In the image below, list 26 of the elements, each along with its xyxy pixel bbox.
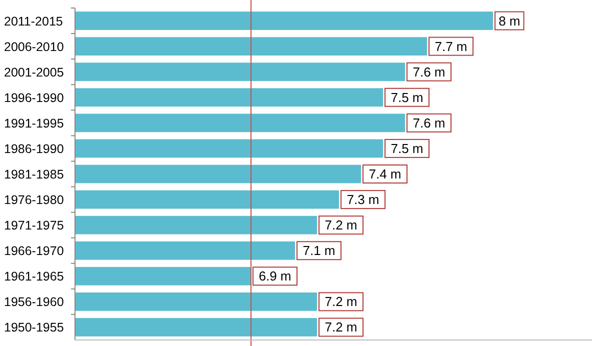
y-tick-label: 1986-1990 [4,142,64,156]
data-label: 7.6 m [412,115,446,130]
y-tick-label: 2006-2010 [4,40,64,54]
data-label: 7.3 m [346,192,380,208]
y-tick-label: 1961-1965 [4,270,64,284]
data-label: 7.4 m [368,166,402,182]
y-tick-label: 2011-2015 [4,14,63,28]
y-tick-label: 1966-1970 [4,244,64,258]
data-label: 7.2 m [324,218,358,233]
y-tick-label: 1981-1985 [4,168,64,182]
data-label: 7.5 m [390,140,424,156]
y-tick-label: 1991-1995 [4,116,64,130]
y-tick-label: 1950-1955 [4,320,64,335]
data-label: 7.1 m [302,243,336,258]
data-label: 8 m [498,13,520,28]
y-tick-label: 1976-1980 [4,193,64,208]
data-label: 7.2 m [324,320,358,335]
y-tick-label: 1971-1975 [4,218,64,233]
data-label: 6.9 m [258,268,292,284]
y-tick-label: 1996-1990 [4,90,64,105]
data-label: 7.6 m [412,64,446,80]
data-label: 7.7 m [434,38,468,54]
data-label: 7.2 m [324,294,358,310]
data-label: 7.5 m [390,90,424,105]
y-tick-label: 2001-2005 [4,65,64,80]
y-tick-label: 1956-1960 [4,295,64,310]
